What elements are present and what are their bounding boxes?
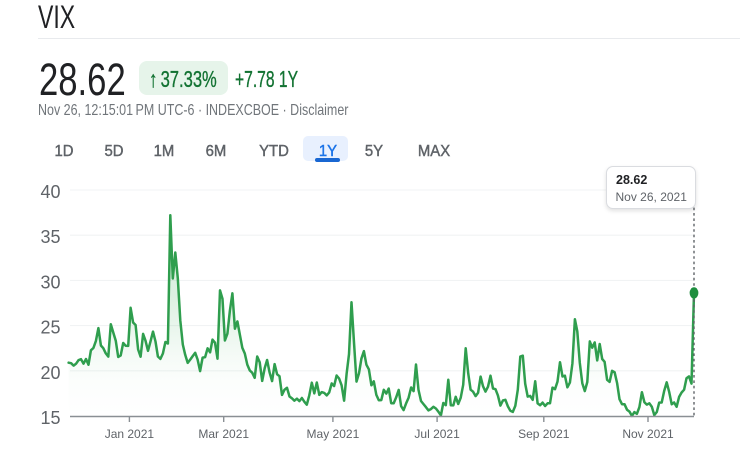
svg-text:Nov 2021: Nov 2021 — [622, 427, 674, 441]
svg-text:35: 35 — [40, 227, 60, 247]
svg-text:Sep 2021: Sep 2021 — [518, 427, 570, 441]
svg-text:20: 20 — [40, 363, 60, 383]
svg-text:25: 25 — [40, 318, 60, 338]
svg-text:Mar 2021: Mar 2021 — [198, 427, 249, 441]
svg-text:40: 40 — [40, 182, 60, 202]
svg-text:30: 30 — [40, 272, 60, 292]
svg-text:Jul 2021: Jul 2021 — [414, 427, 460, 441]
svg-text:Jan 2021: Jan 2021 — [105, 427, 155, 441]
svg-text:May 2021: May 2021 — [307, 427, 360, 441]
svg-text:15: 15 — [40, 408, 60, 428]
